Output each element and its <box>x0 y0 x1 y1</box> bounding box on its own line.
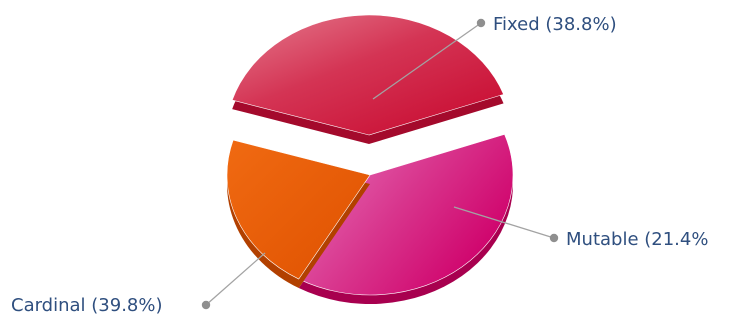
slice-mutable[interactable] <box>226 139 371 280</box>
slice-label-fixed: Fixed (38.8%) <box>493 14 617 35</box>
fixed-leader-dot <box>476 18 486 28</box>
fixed-leader-line <box>372 22 482 100</box>
pie-slices <box>226 14 514 305</box>
mutable-leader-dot <box>549 233 559 243</box>
slice-cardinal[interactable] <box>231 14 504 136</box>
cardinal-leader-dot <box>201 300 211 310</box>
pie-labels: Fixed (38.8%) Mutable (21.4% Cardinal (3… <box>11 14 708 316</box>
slice-label-mutable: Mutable (21.4% <box>566 229 708 250</box>
cardinal-leader-line <box>205 252 266 306</box>
slice-label-cardinal: Cardinal (39.8%) <box>11 295 163 316</box>
slice-fixed[interactable] <box>298 133 514 296</box>
mutable-leader-line <box>453 206 555 239</box>
